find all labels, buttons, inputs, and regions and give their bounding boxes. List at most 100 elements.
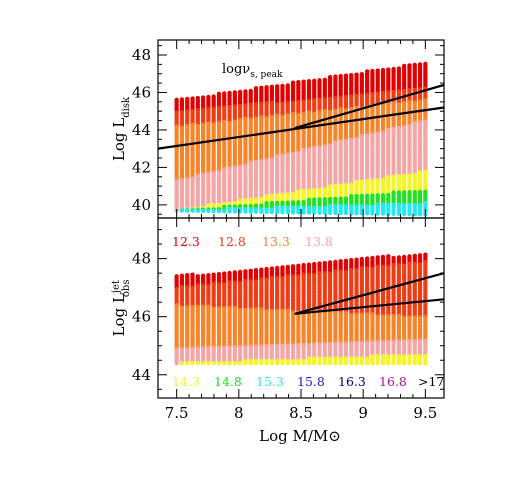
data-point: [391, 263, 396, 268]
data-point: [412, 261, 417, 267]
data-point: [343, 183, 349, 188]
data-point: [412, 87, 417, 93]
data-point: [216, 170, 222, 175]
data-point: [364, 312, 370, 317]
data-point: [359, 312, 365, 318]
data-point: [200, 107, 206, 113]
data-point: [216, 120, 222, 126]
annotation: logνs, peak: [222, 62, 283, 80]
data-point: [264, 85, 269, 90]
data-point: [227, 345, 232, 350]
data-point: [206, 283, 211, 289]
data-point: [322, 187, 328, 192]
y-tick-label: 46: [132, 83, 151, 101]
data-point: [364, 256, 370, 261]
data-point: [296, 200, 301, 205]
data-point: [391, 174, 396, 179]
data-point: [407, 190, 412, 195]
data-point: [349, 94, 354, 99]
data-point: [253, 203, 259, 209]
data-point: [253, 207, 259, 212]
data-point: [386, 127, 391, 132]
data-point: [227, 280, 232, 285]
data-point: [301, 272, 306, 277]
data-point: [259, 196, 264, 202]
data-point: [338, 73, 343, 79]
data-point: [216, 271, 222, 277]
data-points: [158, 61, 444, 217]
data-point: [200, 122, 206, 127]
data-point: [174, 286, 179, 292]
data-point: [227, 305, 232, 311]
data-point: [216, 345, 222, 351]
data-point: [317, 97, 322, 103]
data-point: [174, 110, 179, 115]
data-point: [322, 77, 328, 83]
data-point: [243, 89, 248, 94]
data-point: [401, 63, 407, 69]
data-point: [296, 113, 301, 118]
data-point: [253, 279, 259, 284]
data-point: [195, 208, 201, 214]
data-point: [343, 73, 349, 78]
data-point: [333, 74, 338, 79]
data-point: [290, 191, 296, 197]
data-point: [222, 306, 227, 311]
data-point: [386, 175, 391, 180]
data-point: [274, 343, 280, 349]
data-point: [417, 87, 423, 92]
data-point: [269, 275, 275, 280]
data-point: [237, 269, 243, 275]
data-point: [417, 253, 423, 258]
data-point: [190, 304, 195, 310]
data-point: [327, 311, 333, 316]
data-point: [375, 68, 380, 73]
data-point: [412, 189, 417, 195]
data-point: [370, 266, 375, 271]
data-point: [243, 198, 248, 203]
data-point: [338, 95, 343, 100]
data-point: [407, 202, 412, 208]
data-point: [185, 96, 190, 102]
data-point: [296, 274, 301, 279]
data-point: [306, 146, 312, 152]
data-point: [264, 207, 269, 212]
data-point: [333, 203, 338, 209]
data-point: [195, 108, 201, 113]
data-point: [179, 305, 185, 310]
data-point: [280, 153, 285, 158]
data-point: [190, 176, 195, 181]
data-point: [280, 192, 285, 198]
data-point: [200, 273, 206, 278]
data-point: [396, 190, 402, 195]
data-point: [327, 184, 333, 189]
data-point: [248, 279, 253, 284]
data-point: [216, 282, 222, 287]
fit-line-2: [294, 83, 444, 130]
data-point: [285, 200, 290, 205]
data-point: [232, 90, 238, 95]
data-point: [269, 157, 275, 162]
data-point: [349, 258, 354, 263]
data-point: [386, 314, 391, 319]
data-point: [380, 314, 386, 319]
data-point: [195, 274, 201, 279]
data-point: [243, 307, 248, 313]
data-point: [274, 154, 280, 159]
data-point: [259, 158, 264, 164]
data-point: [248, 197, 253, 203]
data-point: [417, 315, 423, 320]
data-point: [264, 158, 269, 163]
data-point: [232, 345, 238, 350]
data-point: [259, 277, 264, 282]
data-point: [190, 208, 195, 213]
data-point: [253, 197, 259, 202]
data-point: [396, 66, 402, 71]
data-point: [380, 67, 386, 73]
data-point: [338, 204, 343, 209]
data-point: [407, 99, 412, 105]
data-point: [322, 271, 328, 276]
data-point: [237, 118, 243, 123]
data-point: [375, 131, 380, 136]
data-point: [354, 204, 359, 209]
